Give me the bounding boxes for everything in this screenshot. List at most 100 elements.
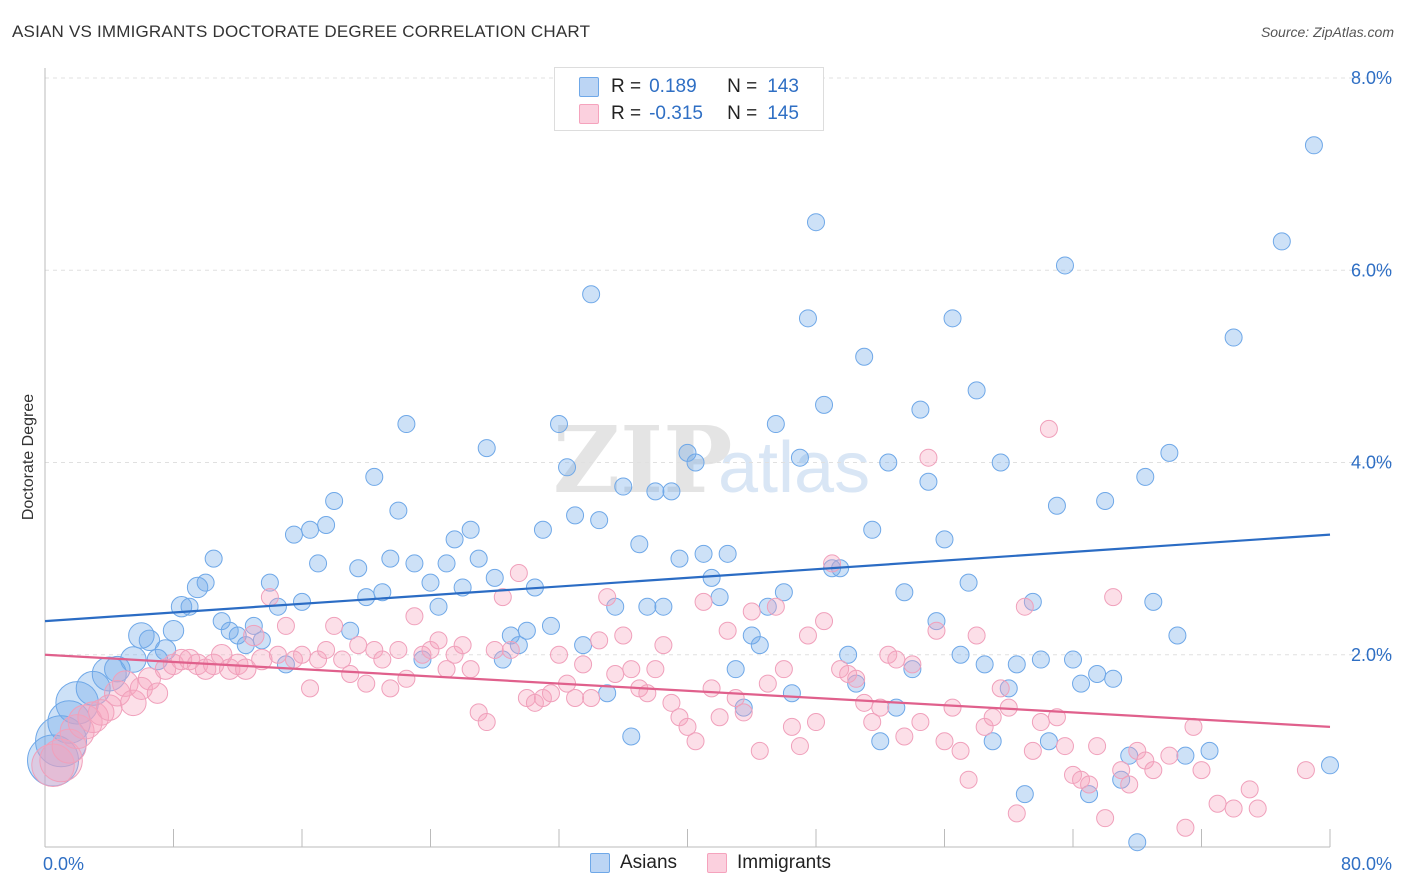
point-asians — [871, 732, 890, 751]
point-asians — [590, 511, 609, 530]
point-immigrants — [943, 698, 962, 717]
point-asians — [1144, 592, 1163, 611]
point-asians — [622, 727, 641, 746]
point-immigrants — [1047, 708, 1066, 727]
point-asians — [582, 285, 601, 304]
point-asians — [614, 477, 633, 496]
point-asians — [128, 622, 155, 649]
point-immigrants — [903, 655, 922, 674]
point-asians — [1224, 328, 1243, 347]
point-asians — [91, 656, 127, 692]
point-immigrants — [614, 626, 633, 645]
point-asians — [405, 554, 424, 573]
point-asians — [895, 583, 914, 602]
point-immigrants — [301, 679, 320, 698]
point-asians — [301, 520, 320, 539]
legend-r-label: R = — [611, 76, 642, 97]
point-immigrants — [1184, 717, 1203, 736]
point-asians — [1200, 741, 1219, 760]
point-asians — [517, 621, 536, 640]
point-asians — [196, 573, 215, 592]
point-immigrants — [991, 679, 1010, 698]
point-immigrants — [541, 684, 560, 703]
point-immigrants — [477, 713, 496, 732]
point-asians — [839, 645, 858, 664]
point-immigrants — [1224, 799, 1243, 818]
point-immigrants — [710, 708, 729, 727]
trendline-asians — [44, 533, 1331, 623]
point-asians — [365, 467, 384, 486]
point-immigrants — [405, 607, 424, 626]
point-immigrants — [782, 717, 801, 736]
point-asians — [1072, 674, 1091, 693]
legend-swatch-immigrants — [707, 853, 728, 873]
point-asians — [686, 453, 705, 472]
legend-n-label: N = — [727, 76, 758, 97]
point-asians — [397, 415, 416, 434]
point-immigrants — [453, 636, 472, 655]
point-immigrants — [807, 713, 825, 732]
point-immigrants — [935, 732, 954, 751]
point-asians — [919, 472, 938, 491]
point-immigrants — [509, 564, 528, 583]
point-asians — [662, 482, 681, 501]
point-asians — [477, 439, 496, 458]
watermark-atlas: atlas — [718, 428, 870, 508]
point-immigrants — [1208, 794, 1227, 813]
point-asians — [967, 381, 986, 400]
point-immigrants — [1104, 588, 1123, 607]
point-immigrants — [268, 645, 287, 664]
point-asians — [782, 684, 801, 703]
point-immigrants — [702, 679, 721, 698]
point-asians — [766, 415, 785, 434]
point-immigrants — [871, 698, 890, 717]
point-asians — [1168, 626, 1187, 645]
point-immigrants — [758, 674, 777, 693]
point-immigrants — [485, 640, 504, 659]
point-immigrants — [967, 626, 986, 645]
y-axis-label: Doctorate Degree — [20, 394, 37, 520]
point-immigrants — [798, 626, 817, 645]
point-asians — [710, 588, 729, 607]
point-immigrants — [1039, 419, 1058, 438]
point-asians — [541, 616, 560, 635]
point-asians — [373, 583, 392, 602]
point-asians — [1096, 491, 1115, 510]
point-immigrants — [461, 660, 480, 679]
point-asians — [1039, 732, 1058, 751]
point-asians — [855, 347, 874, 366]
point-immigrants — [429, 631, 448, 650]
point-asians — [461, 520, 480, 539]
source-label: Source: ZipAtlas.com — [1260, 24, 1394, 40]
point-asians — [654, 597, 673, 616]
point-asians — [807, 213, 825, 232]
legend-item-immigrants[interactable]: Immigrants — [707, 852, 831, 874]
point-asians — [469, 549, 488, 568]
point-immigrants — [959, 770, 978, 789]
point-asians — [325, 491, 344, 510]
point-immigrants — [815, 612, 834, 631]
point-asians — [927, 612, 946, 631]
point-asians — [975, 655, 994, 674]
point-asians — [421, 573, 440, 592]
correlation-legend: R = 0.189 N = 143 R = -0.315 N = 145 — [554, 67, 824, 131]
y-tick-label: 4.0% — [1351, 453, 1392, 473]
point-asians — [1064, 650, 1082, 669]
legend-r-value-immigrants: -0.315 — [649, 103, 703, 124]
point-immigrants — [1240, 780, 1259, 799]
point-asians — [670, 549, 689, 568]
point-asians — [566, 506, 585, 525]
point-asians — [718, 544, 737, 563]
point-asians — [774, 583, 793, 602]
point-asians — [1128, 833, 1147, 852]
legend-item-asians[interactable]: Asians — [590, 852, 677, 874]
series-legend: Asians Immigrants — [590, 852, 861, 874]
legend-row-asians: R = 0.189 N = 143 — [579, 75, 799, 99]
point-immigrants — [582, 689, 601, 708]
point-asians — [863, 520, 882, 539]
point-asians — [638, 597, 657, 616]
point-immigrants — [349, 636, 368, 655]
point-asians — [702, 568, 721, 587]
point-immigrants — [1015, 597, 1034, 616]
point-immigrants — [847, 669, 866, 688]
